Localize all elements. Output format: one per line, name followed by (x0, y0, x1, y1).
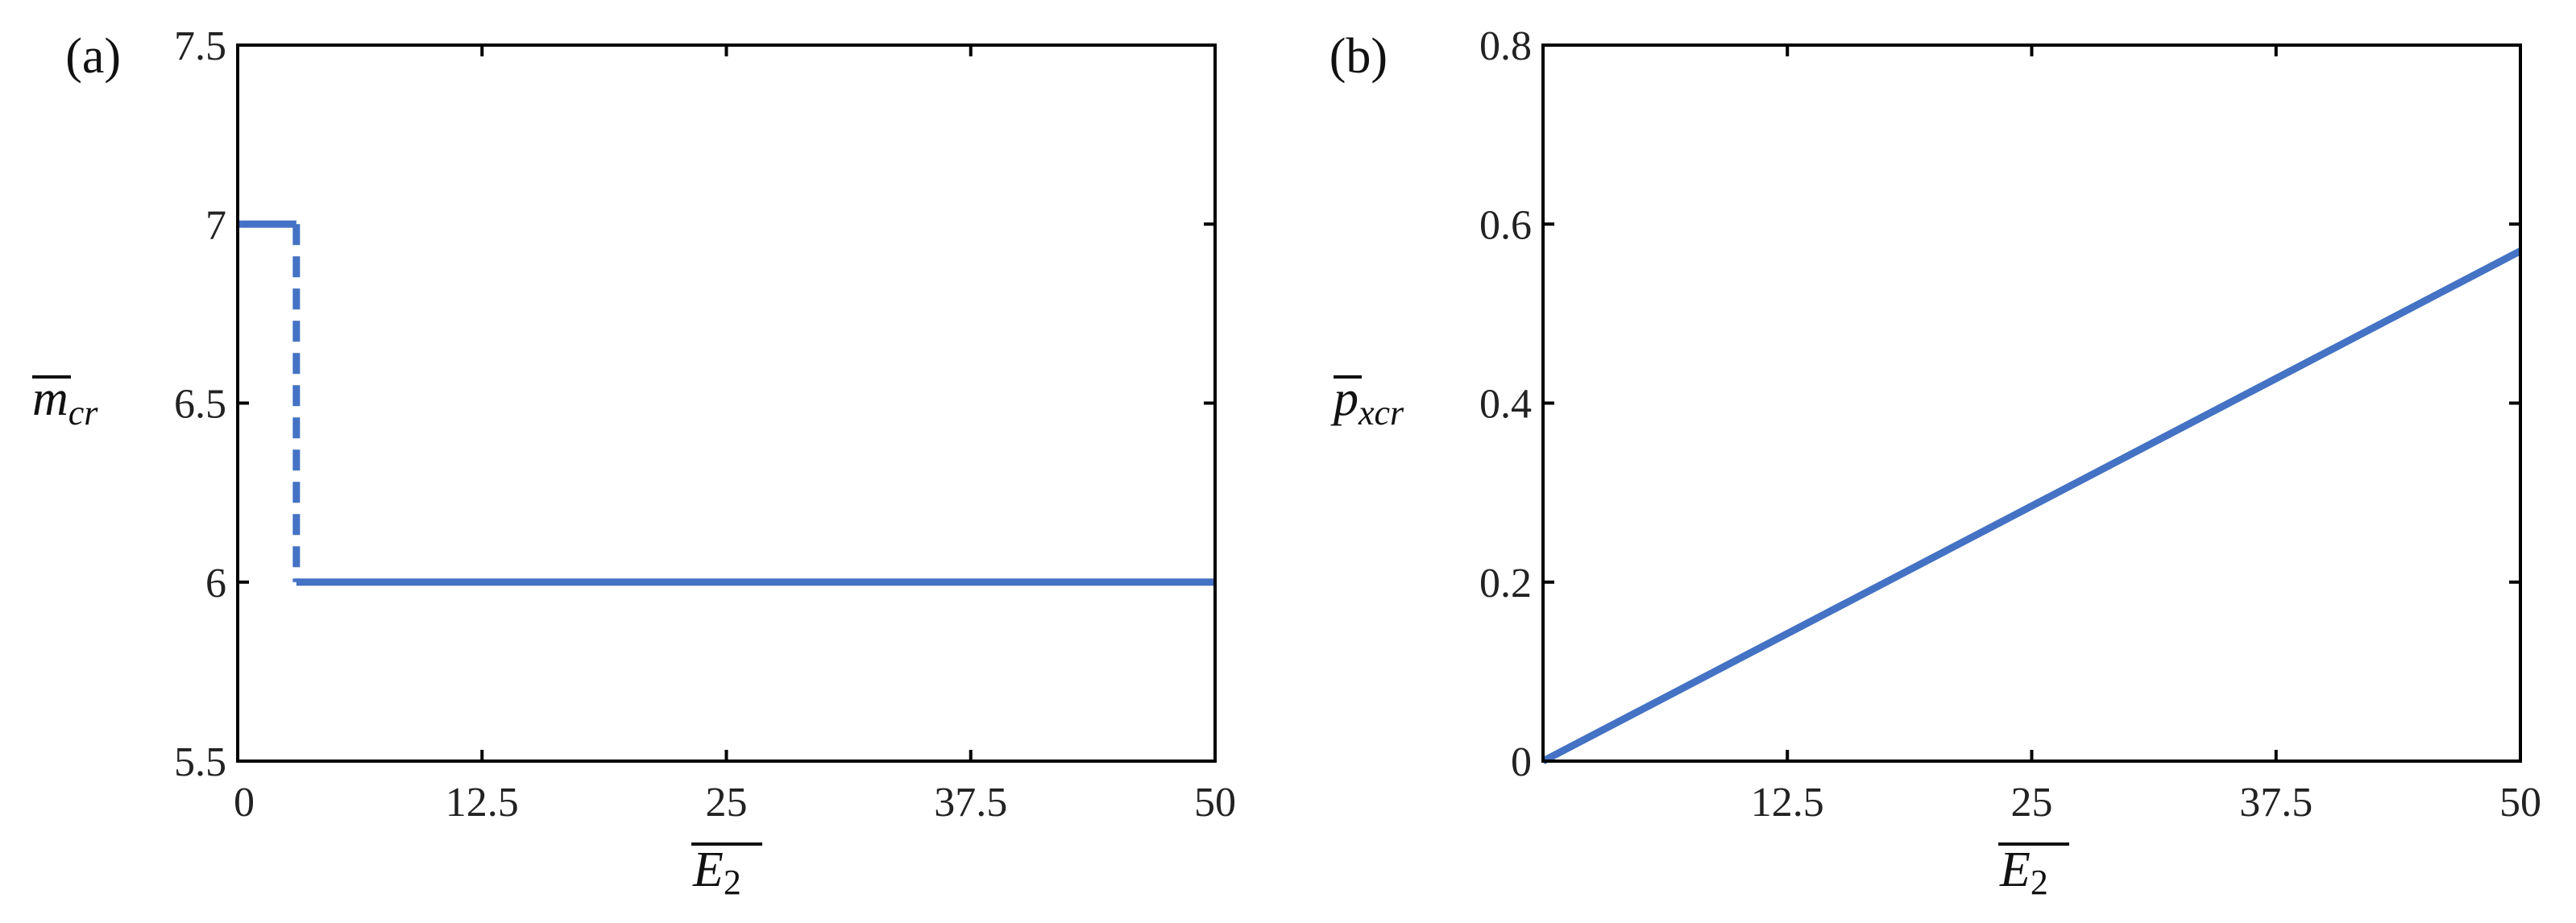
panel-b-x-ticks: 12.5 25 37.5 50 (1751, 45, 2541, 826)
panel-a-series (238, 220, 1215, 586)
panel-b-xtick-label: 12.5 (1751, 780, 1824, 826)
panel-b-xtick-label: 25 (2011, 780, 2053, 826)
panel-b-ytick-label: 0.8 (1479, 23, 1532, 69)
panel-a-ytick-label: 7 (205, 202, 226, 248)
panel-a-xtick-label: 50 (1194, 780, 1236, 826)
panel-b-xlabel: E2 (1999, 842, 2048, 902)
panel-b-ytick-label: 0.2 (1479, 561, 1532, 606)
panel-b-plot-frame (1541, 43, 2522, 763)
panel-a-xlabel-sub: 2 (724, 863, 741, 902)
panel-a-xtick-label: 0 (234, 780, 255, 826)
panel-b-y-ticks: 0 0.2 0.4 0.6 0.8 (1479, 23, 2520, 785)
panel-a-ylabel: mcr (32, 371, 98, 433)
panel-b-xlabel-base: E (1999, 842, 2031, 897)
panel-b-ytick-label: 0.6 (1479, 202, 1532, 248)
panel-b-label: (b) (1329, 29, 1388, 84)
panel-b-ytick-label: 0.4 (1479, 382, 1532, 428)
chart-panel-b: (b) pxcr 0 0.2 0.4 0.6 0.8 12.5 25 37.5 50 E2 (1329, 23, 2541, 902)
panel-b-ylabel: pxcr (1330, 371, 1404, 433)
panel-a-plot-frame (236, 43, 1217, 763)
panel-a-label: (a) (65, 29, 121, 84)
panel-b-ylabel-sub: xcr (1358, 393, 1404, 433)
panel-a-xlabel-base: E (692, 842, 724, 897)
panel-a-ytick-label: 6 (205, 561, 226, 606)
panel-b-series-line-1 (1541, 247, 2523, 764)
panel-a-ylabel-base: m (32, 371, 68, 426)
panel-b-series (1541, 247, 2523, 764)
chart-panel-a: (a) mcr 5.5 6 6.5 7 7.5 0 12.5 25 37.5 50 E2 (32, 23, 1236, 902)
panel-a-x-ticks: 0 12.5 25 37.5 50 (234, 45, 1236, 826)
panel-a-ytick-label: 7.5 (174, 23, 226, 69)
panel-a-ytick-label: 5.5 (174, 739, 226, 785)
panel-a-xlabel: E2 (692, 842, 741, 902)
panel-b-xtick-label: 37.5 (2239, 780, 2313, 826)
panel-a-xtick-label: 37.5 (934, 780, 1007, 826)
panel-b-ylabel-base: p (1330, 371, 1359, 426)
panel-a-y-ticks: 5.5 6 6.5 7 7.5 (174, 23, 1215, 785)
panel-b-xtick-label: 50 (2499, 780, 2541, 826)
panel-a-ylabel-sub: cr (68, 393, 99, 433)
panel-a-xtick-label: 12.5 (446, 780, 519, 826)
panel-b-ytick-label: 0 (1511, 739, 1532, 785)
panel-a-ytick-label: 6.5 (174, 382, 226, 428)
panel-a-xtick-label: 25 (706, 780, 748, 826)
panel-b-xlabel-sub: 2 (2031, 863, 2048, 902)
